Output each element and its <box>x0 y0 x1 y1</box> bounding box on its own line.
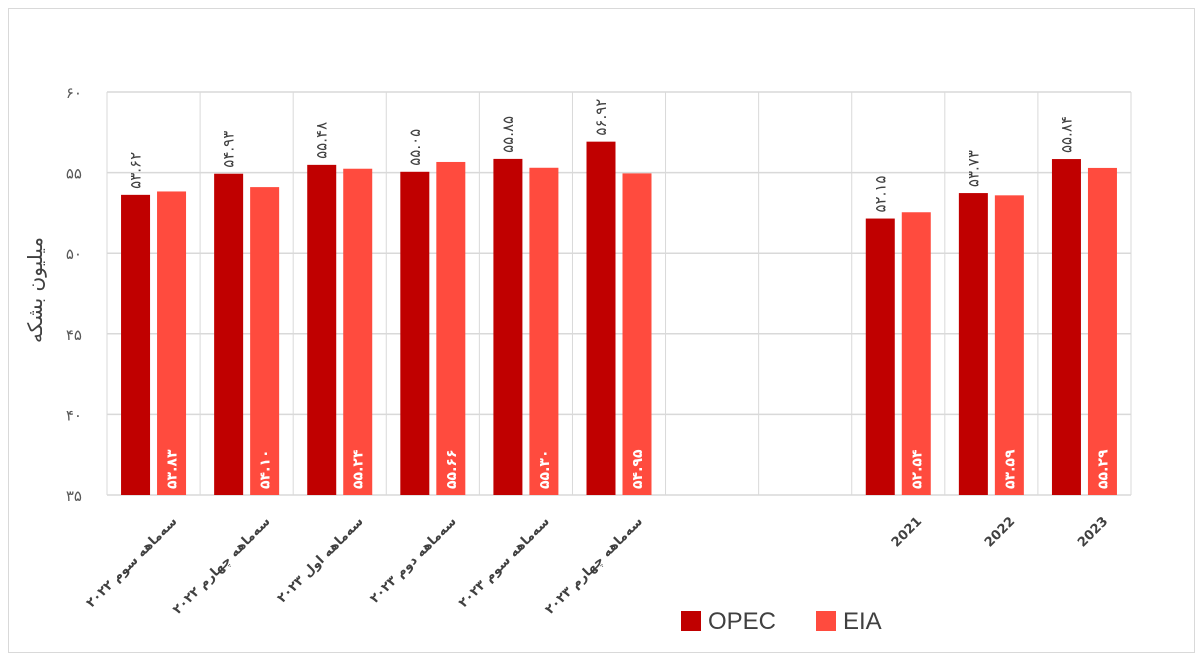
data-label-opec: ۵۶.۹۲ <box>592 99 610 136</box>
data-label-eia: ۵۵.۳۰ <box>537 450 553 490</box>
legend-label-eia: EIA <box>843 608 882 635</box>
bars: ۵۳.۶۲ ۵۴.۹۳ ۵۵.۴۸ ۵۵.۰۵ ۵۵.۸۵ ۵۶.۹۲ ۵۲.۱۵ ۵۳.۷۳… <box>121 99 1117 496</box>
y-tick-label: ۳۵ <box>66 487 82 505</box>
data-label-eia: ۵۴.۱۰ <box>258 450 274 490</box>
data-label-eia: ۵۳.۸۳ <box>165 449 181 489</box>
data-label-opec: ۵۲.۱۵ <box>871 176 889 213</box>
bar-eia <box>529 167 559 495</box>
bar-opec <box>400 171 430 495</box>
x-tick-label: سه‌ماهه سوم ۲۰۲۳ <box>456 514 553 611</box>
legend-swatch-opec <box>681 611 701 631</box>
bar-eia <box>901 212 931 496</box>
data-label-opec: ۵۵.۴۸ <box>313 122 331 159</box>
bar-eia <box>622 173 652 495</box>
data-label-eia: ۵۳.۵۹ <box>1002 449 1018 489</box>
data-label-eia: ۵۵.۶۶ <box>444 450 460 490</box>
bar-opec <box>958 193 988 496</box>
y-axis-label: میلیون بشکه <box>23 237 47 343</box>
bar-opec <box>1051 159 1081 495</box>
data-label-eia: ۵۲.۵۴ <box>909 449 925 489</box>
x-tick-label: سه‌ماهه سوم ۲۰۲۲ <box>84 514 181 611</box>
x-tick-label: 2021 <box>889 514 925 550</box>
bar-eia <box>343 168 373 495</box>
data-label-opec: ۵۵.۸۵ <box>499 116 517 153</box>
data-label-eia: ۵۵.۲۴ <box>351 449 367 489</box>
x-tick-label: 2023 <box>1075 514 1111 550</box>
bar-opec <box>865 218 895 496</box>
x-tick-label: 2022 <box>982 514 1018 550</box>
data-label-opec: ۵۴.۹۳ <box>220 131 238 168</box>
y-tick-label: ۴۰ <box>66 406 82 424</box>
y-tick-label: ۵۵ <box>66 165 82 183</box>
data-label-opec: ۵۳.۷۳ <box>964 150 982 187</box>
bar-eia <box>250 187 280 495</box>
x-tick-label: سه‌ماهه اول ۲۰۲۳ <box>275 514 367 606</box>
data-label-opec: ۵۵.۰۵ <box>406 129 424 166</box>
bar-opec <box>493 158 523 495</box>
data-label-eia: ۵۵.۲۹ <box>1095 449 1111 489</box>
y-tick-label: ۵۰ <box>66 245 82 263</box>
x-tick-label: سه‌ماهه چهارم ۲۰۲۳ <box>542 514 645 617</box>
bar-eia <box>1087 167 1117 495</box>
y-tick-label: ۴۵ <box>66 326 82 344</box>
bar-eia <box>436 161 466 495</box>
data-label-opec: ۵۵.۸۴ <box>1057 116 1075 153</box>
legend: OPEC EIA <box>681 608 882 635</box>
bar-eia <box>157 191 187 496</box>
data-label-eia: ۵۴.۹۵ <box>630 449 646 489</box>
y-tick-label: ۶۰ <box>66 84 82 102</box>
legend-swatch-eia <box>816 611 836 631</box>
bar-opec <box>307 164 337 495</box>
data-label-opec: ۵۳.۶۲ <box>127 152 145 189</box>
bar-opec <box>121 194 151 496</box>
bar-opec <box>586 141 616 495</box>
y-axis-ticks: ۳۵ ۴۰ ۴۵ ۵۰ ۵۵ ۶۰ <box>66 84 82 505</box>
x-tick-label: سه‌ماهه دوم ۲۰۲۳ <box>367 514 459 606</box>
bar-eia <box>994 195 1024 495</box>
x-tick-label: سه‌ماهه چهارم ۲۰۲۲ <box>170 514 273 617</box>
chart-frame <box>8 8 1195 653</box>
bar-opec <box>214 173 244 495</box>
legend-label-opec: OPEC <box>708 608 776 635</box>
